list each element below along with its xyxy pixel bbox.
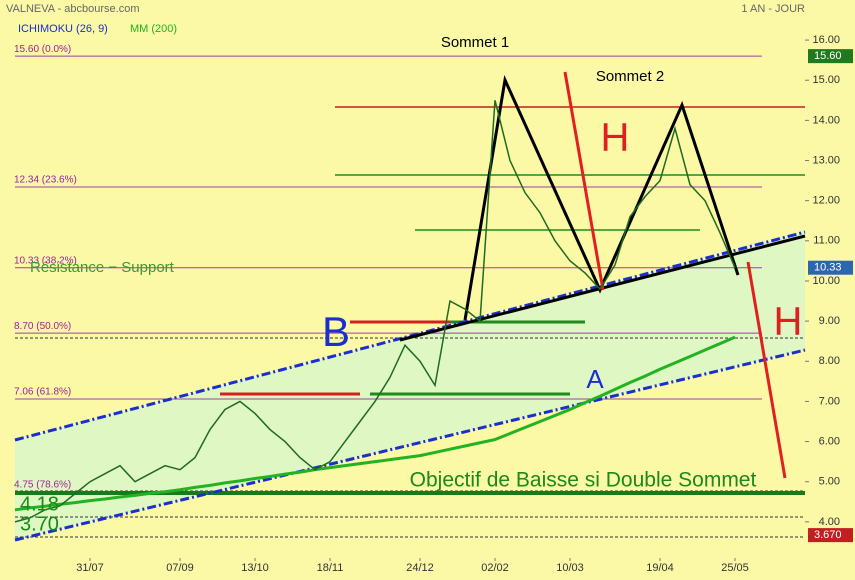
price-tag	[808, 528, 853, 543]
x-tick-label: 13/10	[241, 562, 269, 574]
fib-label: 10.33 (38.2%)	[14, 255, 77, 266]
x-tick-label: 10/03	[556, 562, 584, 574]
price-tag-label: 10.33	[814, 262, 842, 274]
annotation: H	[601, 116, 630, 160]
y-tick-label: 14.00	[812, 114, 840, 126]
legend-entry: MM (200)	[130, 23, 177, 35]
price-tag-label: 3.670	[814, 529, 842, 541]
fib-label: 7.06 (61.8%)	[14, 387, 71, 398]
y-tick-label: 8.00	[819, 355, 840, 367]
red-arrow	[563, 71, 605, 291]
red-arrow	[746, 261, 787, 479]
annotation: 4.18	[20, 493, 59, 515]
y-tick-label: 12.00	[812, 195, 840, 207]
y-tick-label: 7.00	[819, 395, 840, 407]
fib-label: 15.60 (0.0%)	[14, 44, 71, 55]
x-tick-label: 02/02	[481, 562, 509, 574]
y-tick-label: 15.00	[812, 74, 840, 86]
y-tick-label: 6.00	[819, 435, 840, 447]
annotation: 3.70	[20, 513, 59, 535]
x-tick-label: 31/07	[76, 562, 104, 574]
x-tick-label: 25/05	[721, 562, 749, 574]
y-tick-label: 9.00	[819, 315, 840, 327]
x-tick-label: 18/11	[317, 562, 344, 574]
x-tick-label: 07/09	[166, 562, 194, 574]
y-tick-label: 10.00	[812, 275, 840, 287]
period-label: 1 AN - JOUR	[741, 3, 805, 15]
fib-label: 4.75 (78.6%)	[14, 479, 71, 490]
y-tick-label: 4.00	[819, 516, 840, 528]
annotation: Résistance − Support	[30, 259, 175, 276]
chart-title: VALNEVA - abcbourse.com	[6, 3, 140, 15]
annotation: Sommet 1	[441, 34, 509, 51]
indicator-label: ICHIMOKU (26, 9)	[18, 23, 108, 35]
channel-area	[15, 232, 805, 540]
annotation: H	[774, 300, 803, 344]
price-tag-label: 15.60	[814, 50, 842, 62]
annotation: B	[322, 308, 350, 355]
price-line	[14, 100, 736, 523]
annotation: A	[586, 364, 604, 394]
fib-label: 8.70 (50.0%)	[14, 321, 71, 332]
price-tag	[808, 260, 853, 275]
y-tick-label: 5.00	[819, 476, 840, 488]
annotation: Sommet 2	[596, 68, 664, 85]
x-tick-label: 19/04	[646, 562, 674, 574]
annotation: Objectif de Baisse si Double Sommet	[410, 469, 757, 492]
x-tick-label: 24/12	[406, 562, 434, 574]
y-tick-label: 11.00	[813, 235, 840, 247]
y-tick-label: 13.00	[812, 154, 840, 166]
price-tag	[808, 49, 853, 64]
fib-label: 12.34 (23.6%)	[14, 175, 77, 186]
moving-average	[14, 335, 736, 512]
y-tick-label: 16.00	[812, 34, 840, 46]
